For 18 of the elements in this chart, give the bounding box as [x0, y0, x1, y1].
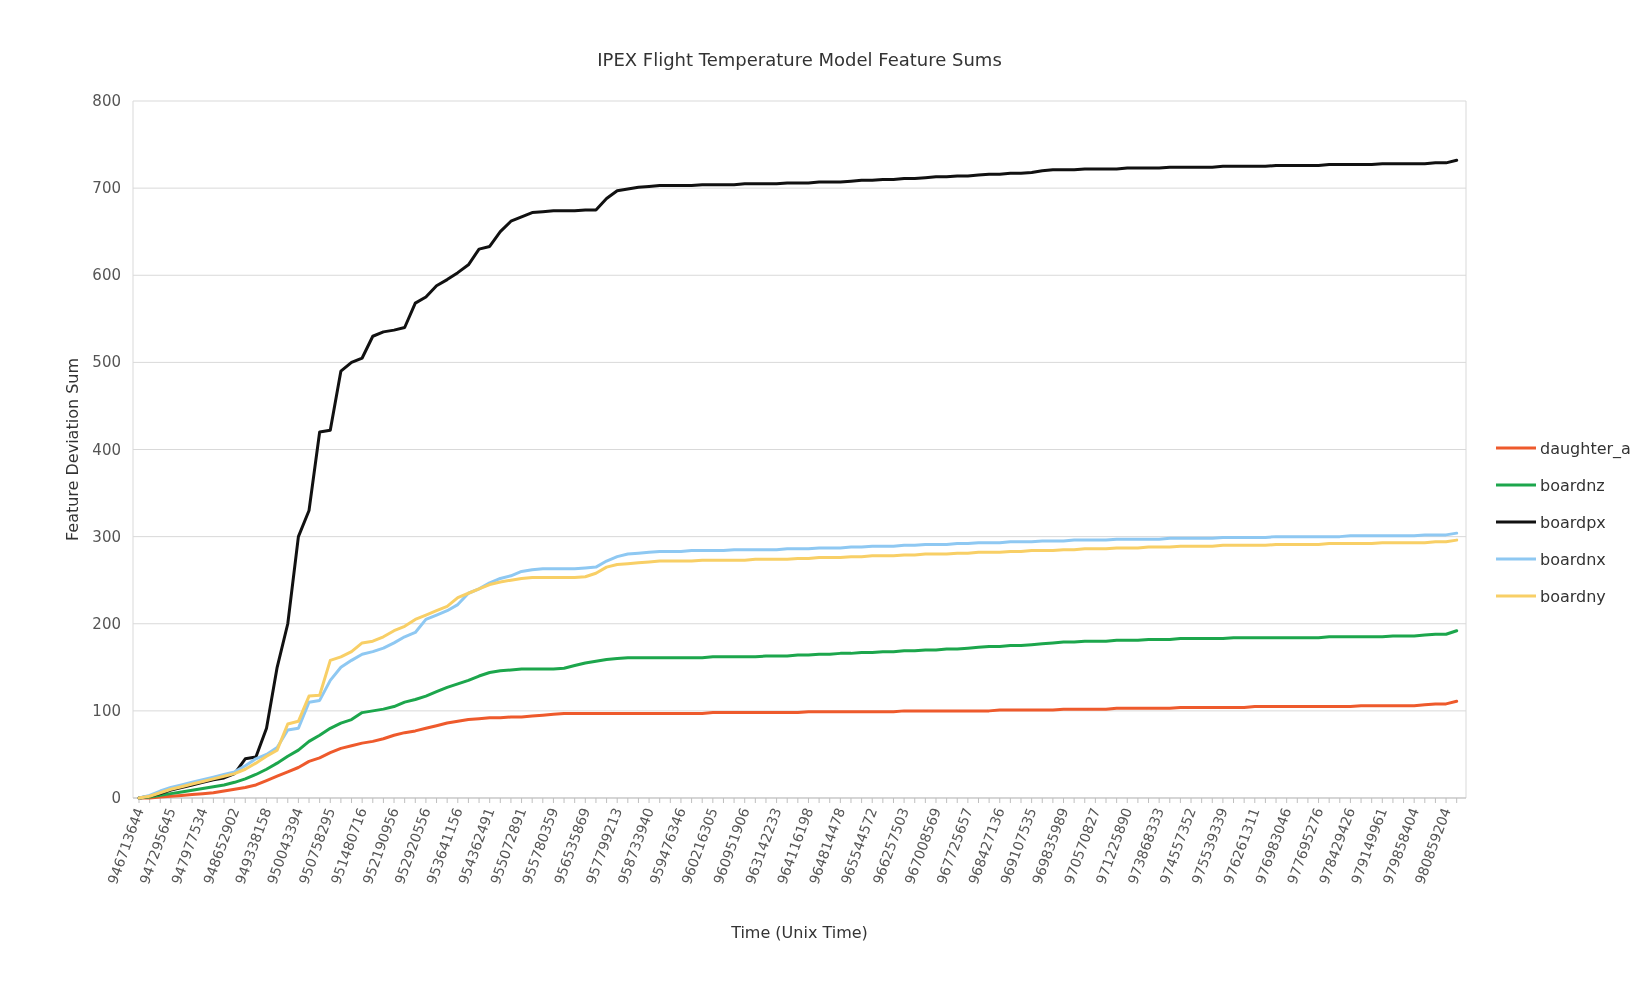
y-axis-title: Feature Deviation Sum — [63, 357, 82, 542]
legend-label: boardnx — [1540, 550, 1606, 569]
y-tick-label: 200 — [92, 614, 121, 633]
line-series — [137, 699, 1459, 800]
legend-label: boardny — [1540, 587, 1606, 606]
y-tick-label: 600 — [92, 266, 121, 285]
y-tick-label: 100 — [92, 701, 121, 720]
legend-label: boardnz — [1540, 476, 1605, 495]
legend-label: daughter_a — [1540, 439, 1631, 459]
y-tick-label: 500 — [92, 353, 121, 372]
y-tick-label: 700 — [92, 179, 121, 198]
y-tick-label: 400 — [92, 440, 121, 459]
y-tick-label: 800 — [92, 92, 121, 110]
y-tick-label: 300 — [92, 527, 121, 546]
y-tick-label: 0 — [111, 789, 121, 807]
x-axis-title: Time (Unix Time) — [730, 923, 868, 942]
chart-title: IPEX Flight Temperature Model Feature Sums — [597, 49, 1002, 70]
legend-label: boardpx — [1540, 513, 1606, 532]
